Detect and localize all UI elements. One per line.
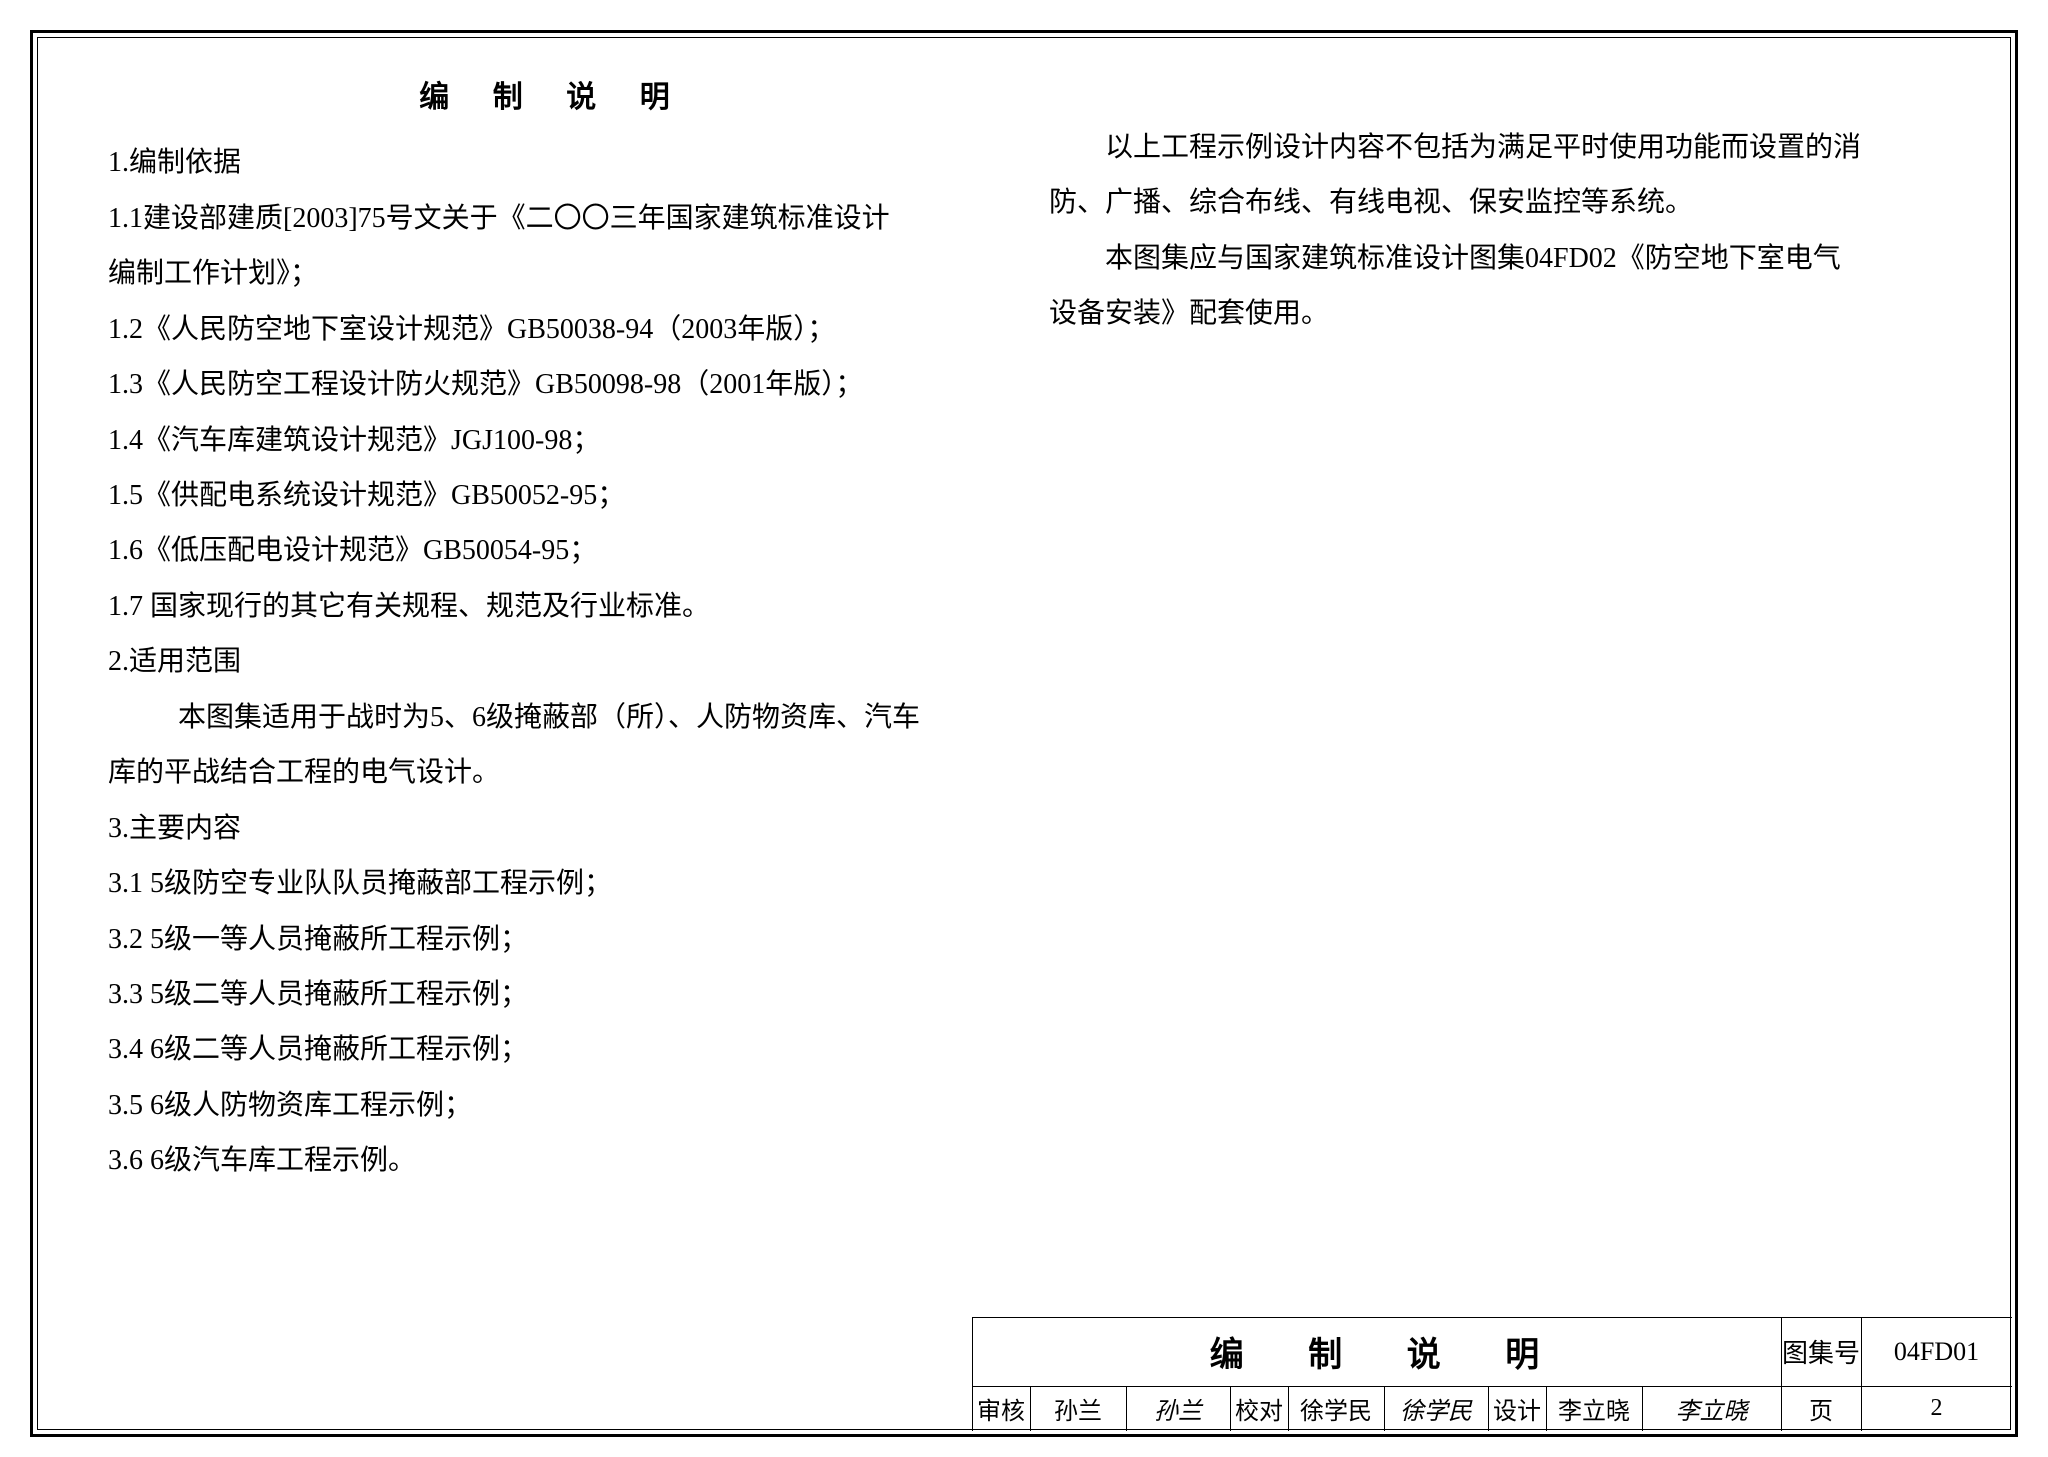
right-column: 以上工程示例设计内容不包括为满足平时使用功能而设置的消 防、广播、综合布线、有线…	[1039, 68, 1970, 1307]
item-1-2: 1.2《人民防空地下室设计规范》GB50038-94（2003年版）；	[108, 302, 999, 357]
section-3-heading: 3.主要内容	[108, 801, 999, 856]
reviewer-signature: 孙兰	[1127, 1387, 1231, 1431]
page-number: 2	[1862, 1387, 2012, 1431]
item-3-6: 3.6 6级汽车库工程示例。	[108, 1133, 999, 1188]
item-1-5: 1.5《供配电系统设计规范》GB50052-95；	[108, 468, 999, 523]
section-1-heading: 1.编制依据	[108, 135, 999, 190]
item-3-4: 3.4 6级二等人员掩蔽所工程示例；	[108, 1022, 999, 1077]
document-title: 编 制 说 明	[108, 68, 999, 127]
item-3-1: 3.1 5级防空专业队队员掩蔽部工程示例；	[108, 856, 999, 911]
item-1-4: 1.4《汽车库建筑设计规范》JGJ100-98；	[108, 413, 999, 468]
section-2-line-2: 库的平战结合工程的电气设计。	[108, 745, 999, 800]
title-block-row-2: 审核 孙兰 孙兰 校对 徐学民 徐学民 设计 李立晓 李立晓 页 2	[973, 1386, 2012, 1431]
item-1-1-line-1: 1.1建设部建质[2003]75号文关于《二〇〇三年国家建筑标准设计	[108, 191, 999, 246]
right-line-1: 以上工程示例设计内容不包括为满足平时使用功能而设置的消	[1049, 120, 1970, 175]
checker-label: 校对	[1231, 1387, 1289, 1431]
section-2-heading: 2.适用范围	[108, 634, 999, 689]
item-1-7: 1.7 国家现行的其它有关规程、规范及行业标准。	[108, 579, 999, 634]
body-text-area: 编 制 说 明 1.编制依据 1.1建设部建质[2003]75号文关于《二〇〇三…	[38, 38, 2010, 1317]
right-line-2: 防、广播、综合布线、有线电视、保安监控等系统。	[1049, 175, 1970, 230]
item-1-3: 1.3《人民防空工程设计防火规范》GB50098-98（2001年版）；	[108, 357, 999, 412]
item-3-5: 3.5 6级人防物资库工程示例；	[108, 1078, 999, 1133]
right-line-3: 本图集应与国家建筑标准设计图集04FD02《防空地下室电气	[1049, 231, 1970, 286]
page: 编 制 说 明 1.编制依据 1.1建设部建质[2003]75号文关于《二〇〇三…	[0, 0, 2048, 1457]
checker-name: 徐学民	[1289, 1387, 1385, 1431]
reviewer-label: 审核	[973, 1387, 1031, 1431]
right-line-4: 设备安装》配套使用。	[1049, 286, 1970, 341]
atlas-number-value: 04FD01	[1862, 1318, 2012, 1386]
section-2-line-1: 本图集适用于战时为5、6级掩蔽部（所）、人防物资库、汽车	[108, 690, 999, 745]
left-column: 编 制 说 明 1.编制依据 1.1建设部建质[2003]75号文关于《二〇〇三…	[108, 68, 1039, 1307]
inner-frame: 编 制 说 明 1.编制依据 1.1建设部建质[2003]75号文关于《二〇〇三…	[37, 37, 2011, 1430]
reviewer-name: 孙兰	[1031, 1387, 1127, 1431]
item-1-1-line-2: 编制工作计划》；	[108, 246, 999, 301]
item-1-6: 1.6《低压配电设计规范》GB50054-95；	[108, 523, 999, 578]
page-label: 页	[1782, 1387, 1862, 1431]
checker-signature: 徐学民	[1385, 1387, 1489, 1431]
title-block-title: 编 制 说 明	[973, 1318, 1782, 1386]
designer-label: 设计	[1489, 1387, 1547, 1431]
atlas-number-label: 图集号	[1782, 1318, 1862, 1386]
title-block: 编 制 说 明 图集号 04FD01 审核 孙兰 孙兰 校对 徐学民 徐学民 设…	[972, 1317, 2012, 1431]
title-block-row-1: 编 制 说 明 图集号 04FD01	[973, 1318, 2012, 1386]
outer-frame: 编 制 说 明 1.编制依据 1.1建设部建质[2003]75号文关于《二〇〇三…	[30, 30, 2018, 1437]
item-3-2: 3.2 5级一等人员掩蔽所工程示例；	[108, 912, 999, 967]
designer-signature: 李立晓	[1643, 1387, 1782, 1431]
spacer	[1049, 68, 1970, 120]
designer-name: 李立晓	[1547, 1387, 1643, 1431]
item-3-3: 3.3 5级二等人员掩蔽所工程示例；	[108, 967, 999, 1022]
